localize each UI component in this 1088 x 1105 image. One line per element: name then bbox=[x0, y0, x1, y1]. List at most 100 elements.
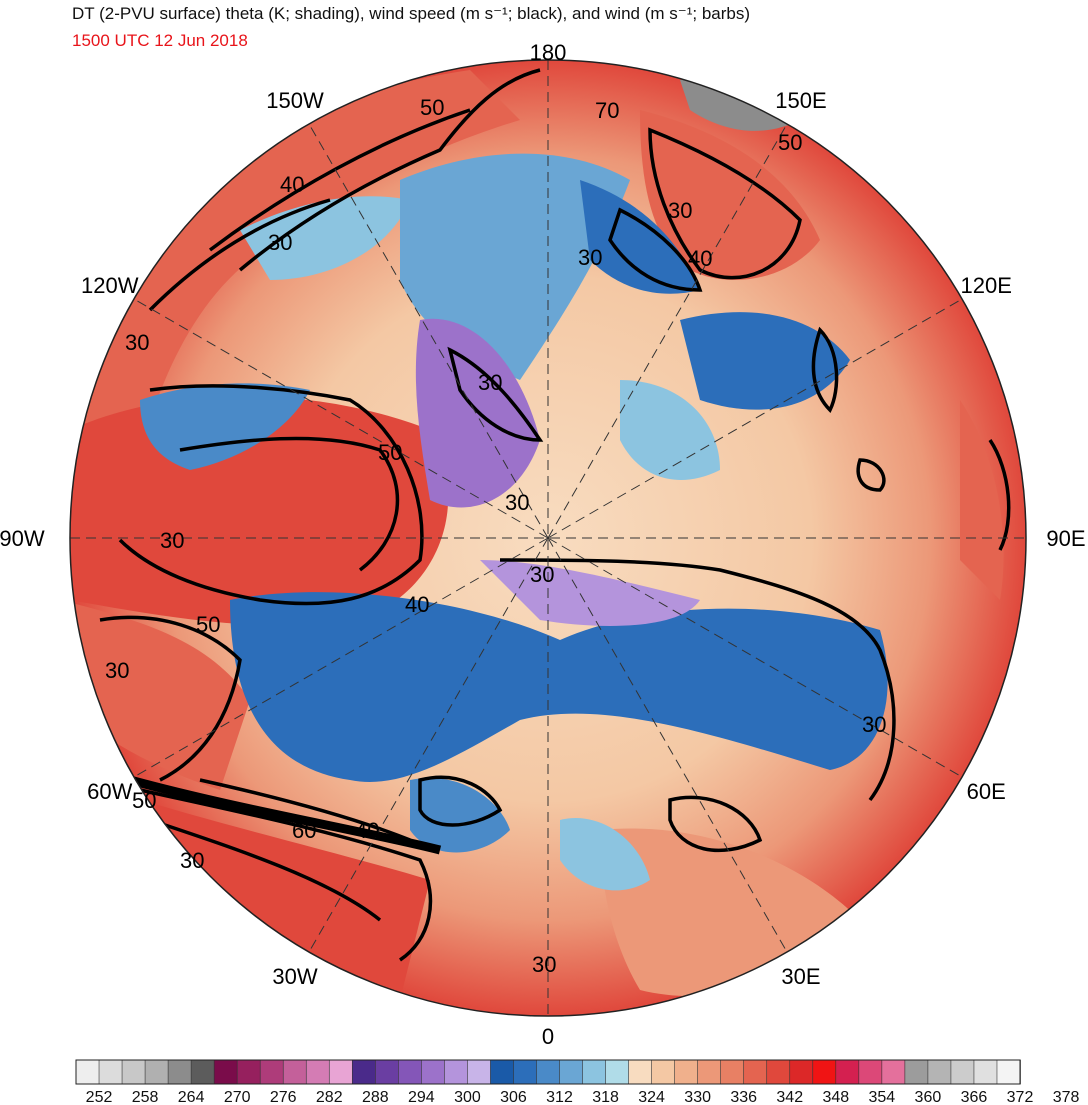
colorbar-swatch bbox=[490, 1059, 515, 1085]
longitude-label: 30W bbox=[272, 964, 317, 989]
colorbar-swatch bbox=[375, 1059, 400, 1085]
colorbar-swatch bbox=[213, 1059, 238, 1085]
colorbar-label: 378 bbox=[1053, 1089, 1080, 1105]
colorbar-swatch bbox=[305, 1059, 331, 1085]
contour-label: 30 bbox=[180, 848, 204, 873]
contour-label: 40 bbox=[355, 818, 379, 843]
colorbar-swatch bbox=[881, 1059, 906, 1085]
colorbar-swatch bbox=[858, 1059, 883, 1085]
colorbar-swatch bbox=[444, 1059, 469, 1085]
colorbar-label: 342 bbox=[776, 1089, 803, 1105]
colorbar-swatch bbox=[835, 1059, 860, 1085]
colorbar-swatch bbox=[904, 1059, 929, 1085]
longitude-label: 0 bbox=[542, 1024, 554, 1049]
colorbar-swatch bbox=[351, 1059, 377, 1085]
colorbar-label: 336 bbox=[730, 1089, 757, 1105]
contour-label: 50 bbox=[778, 130, 802, 155]
colorbar-swatch bbox=[536, 1059, 561, 1085]
contour-label: 40 bbox=[405, 592, 429, 617]
contour-label: 50 bbox=[196, 612, 220, 637]
colorbar-swatch bbox=[259, 1059, 285, 1085]
colorbar-label: 330 bbox=[684, 1089, 711, 1105]
colorbar-label: 282 bbox=[316, 1089, 343, 1105]
colorbar-label: 318 bbox=[592, 1089, 619, 1105]
colorbar-swatch bbox=[559, 1059, 584, 1085]
colorbar-swatch bbox=[144, 1059, 169, 1085]
colorbar-swatch bbox=[98, 1059, 123, 1085]
contour-label: 30 bbox=[530, 562, 554, 587]
longitude-label: 60W bbox=[87, 779, 132, 804]
colorbar-swatch bbox=[789, 1059, 814, 1085]
contour-label: 50 bbox=[378, 440, 402, 465]
colorbar-label: 372 bbox=[1007, 1089, 1034, 1105]
colorbar-label: 294 bbox=[408, 1089, 435, 1105]
longitude-label: 90W bbox=[0, 526, 45, 551]
colorbar-swatch bbox=[651, 1059, 676, 1085]
contour-label: 50 bbox=[420, 95, 444, 120]
colorbar-swatch bbox=[766, 1059, 791, 1085]
contour-label: 30 bbox=[478, 370, 502, 395]
colorbar-swatch bbox=[812, 1059, 837, 1085]
colorbar-swatch bbox=[582, 1059, 607, 1085]
longitude-label: 30E bbox=[781, 964, 820, 989]
contour-labels: 50 40 30 30 30 30 50 30 40 30 50 30 50 6… bbox=[105, 95, 886, 977]
longitude-label: 120W bbox=[81, 273, 139, 298]
colorbar-label: 258 bbox=[132, 1089, 159, 1105]
colorbar-swatch bbox=[121, 1059, 146, 1085]
colorbar-swatch bbox=[513, 1059, 538, 1085]
contour-label: 40 bbox=[688, 246, 712, 271]
longitude-label: 90E bbox=[1046, 526, 1085, 551]
contour-label: 30 bbox=[505, 490, 529, 515]
contour-label: 30 bbox=[532, 952, 556, 977]
contour-label: 70 bbox=[595, 98, 619, 123]
colorbar-swatch bbox=[628, 1059, 653, 1085]
colorbar-swatch bbox=[674, 1059, 699, 1085]
colorbar-label: 306 bbox=[500, 1089, 527, 1105]
contour-label: 40 bbox=[280, 172, 304, 197]
wind-speed-contours bbox=[99, 68, 1011, 962]
colorbar-swatch bbox=[743, 1059, 768, 1085]
contour-label: 30 bbox=[105, 658, 129, 683]
colorbar-swatch bbox=[720, 1059, 745, 1085]
longitude-label: 150E bbox=[775, 88, 826, 113]
contour-label: 30 bbox=[578, 245, 602, 270]
colorbar-swatch bbox=[328, 1059, 354, 1085]
colorbar-swatch bbox=[697, 1059, 722, 1085]
colorbar-label: 288 bbox=[362, 1089, 389, 1105]
colorbar-swatch bbox=[605, 1059, 630, 1085]
contour-label: 50 bbox=[132, 788, 156, 813]
colorbar-swatch bbox=[236, 1059, 261, 1085]
colorbar-swatch bbox=[190, 1059, 215, 1085]
contour-label: 30 bbox=[160, 528, 184, 553]
colorbar-label: 348 bbox=[822, 1089, 849, 1105]
longitude-label: 120E bbox=[961, 273, 1012, 298]
longitude-label: 150W bbox=[266, 88, 324, 113]
longitude-labels: 0 30E 60E 90E 120E 150E 180 150W 120W 90W 60W 30W bbox=[0, 40, 1086, 1049]
colorbar-label: 324 bbox=[638, 1089, 665, 1105]
colorbar-label: 366 bbox=[961, 1089, 988, 1105]
colorbar-swatch bbox=[973, 1059, 998, 1085]
colorbar-swatch bbox=[927, 1059, 952, 1085]
colorbar-frame bbox=[75, 1059, 1021, 1085]
contour-label: 30 bbox=[268, 230, 292, 255]
colorbar-swatch bbox=[75, 1059, 100, 1085]
colorbar-swatch bbox=[282, 1059, 308, 1085]
colorbar-label: 300 bbox=[454, 1089, 481, 1105]
contour-label: 60 bbox=[292, 818, 316, 843]
colorbar-swatch bbox=[398, 1059, 423, 1085]
contour-label: 30 bbox=[862, 712, 886, 737]
colorbar-label: 276 bbox=[270, 1089, 297, 1105]
map-title: DT (2-PVU surface) theta (K; shading), w… bbox=[72, 4, 751, 23]
contour-label: 30 bbox=[668, 198, 692, 223]
colorbar-label: 264 bbox=[178, 1089, 205, 1105]
colorbar-swatch bbox=[467, 1059, 492, 1085]
colorbar-swatch bbox=[167, 1059, 192, 1085]
longitude-label: 180 bbox=[530, 40, 567, 65]
colorbar: 252 258 264 270 276 282 288 294 300 306 312 318 324 3… bbox=[75, 1059, 1080, 1105]
colorbar-label: 360 bbox=[915, 1089, 942, 1105]
colorbar-label: 270 bbox=[224, 1089, 251, 1105]
colorbar-label: 312 bbox=[546, 1089, 573, 1105]
contour-label: 30 bbox=[125, 330, 149, 355]
colorbar-label: 252 bbox=[86, 1089, 113, 1105]
